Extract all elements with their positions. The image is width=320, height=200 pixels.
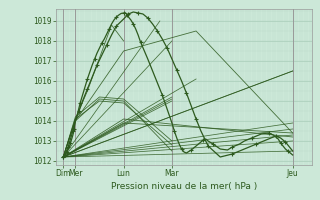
X-axis label: Pression niveau de la mer( hPa ): Pression niveau de la mer( hPa ): [111, 182, 257, 191]
